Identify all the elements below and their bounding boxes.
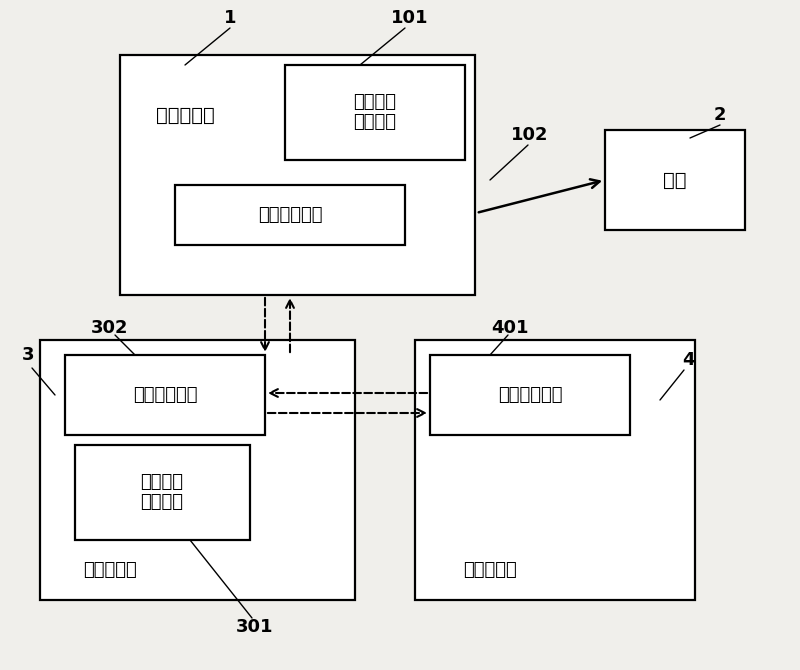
Bar <box>175 185 405 245</box>
Text: 101: 101 <box>391 9 429 27</box>
Text: 加密程序
控制模块: 加密程序 控制模块 <box>354 92 397 131</box>
Bar <box>75 445 250 540</box>
Text: 脉冲发生器: 脉冲发生器 <box>156 105 214 125</box>
Text: 4: 4 <box>682 351 694 369</box>
Text: 病人控制器: 病人控制器 <box>463 561 517 579</box>
Text: 第三通信模块: 第三通信模块 <box>498 386 562 404</box>
Text: 第二通信模块: 第二通信模块 <box>133 386 198 404</box>
Bar <box>285 65 465 160</box>
Text: 301: 301 <box>236 618 274 636</box>
Bar <box>430 355 630 435</box>
Text: 302: 302 <box>91 319 129 337</box>
Text: 102: 102 <box>511 126 549 144</box>
Text: 3: 3 <box>22 346 34 364</box>
Bar <box>40 340 355 600</box>
Bar <box>415 340 695 600</box>
Text: 医生程控器: 医生程控器 <box>83 561 137 579</box>
Bar <box>65 355 265 435</box>
Text: 401: 401 <box>491 319 529 337</box>
Text: 1: 1 <box>224 9 236 27</box>
Text: 电极: 电极 <box>663 170 686 190</box>
Bar <box>605 130 745 230</box>
Text: 解密程序
控制模块: 解密程序 控制模块 <box>141 472 183 511</box>
Bar <box>120 55 475 295</box>
Text: 2: 2 <box>714 106 726 124</box>
Text: 第一通信模块: 第一通信模块 <box>258 206 322 224</box>
